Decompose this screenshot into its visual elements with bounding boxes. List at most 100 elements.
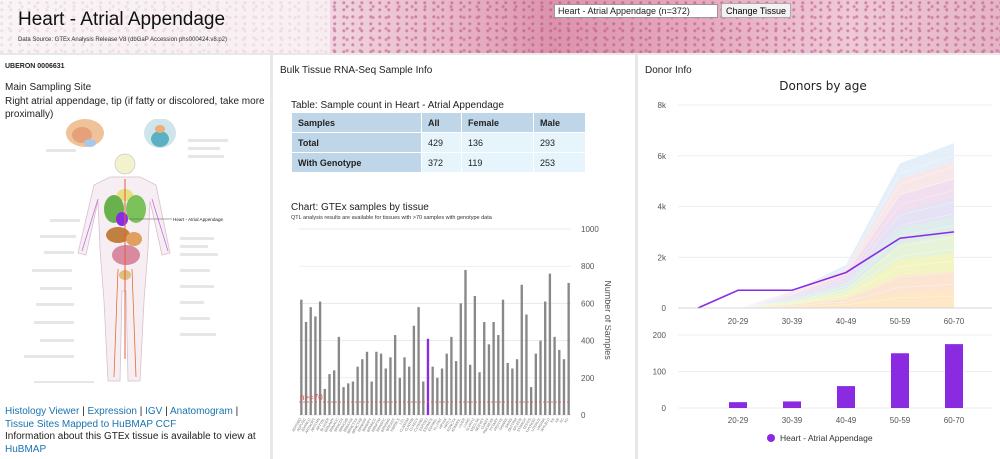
- y-tick-label: 400: [581, 337, 595, 346]
- x-tick-label: LIVER: [458, 417, 467, 428]
- age-bar: [783, 401, 801, 408]
- x-tick-label: 60-70: [944, 317, 965, 326]
- change-tissue-button[interactable]: Change Tissue: [721, 3, 792, 18]
- tissue-bar: [398, 377, 401, 415]
- histology-viewer-link[interactable]: Histology Viewer: [5, 406, 80, 417]
- sample-table-caption: Table: Sample count in Heart - Atrial Ap…: [291, 100, 504, 111]
- tissue-bar: [459, 303, 462, 415]
- x-tick-label: CVXECT: [409, 417, 420, 432]
- table-row: With Genotype 372 119 253: [291, 152, 586, 173]
- anatomogram-highlight-label: Heart - Atrial Appendage: [173, 217, 223, 222]
- expression-link[interactable]: Expression: [87, 406, 137, 417]
- tissue-bar: [445, 353, 448, 415]
- x-tick-label: MSCLSK: [470, 417, 481, 432]
- donors-by-age-chart[interactable]: Donors by age 0 2k 4k 6k 8k 20-29 30-39 40-49 50-…: [638, 73, 1000, 459]
- col-male: Male: [533, 112, 586, 133]
- hubmap-link[interactable]: HuBMAP: [5, 443, 47, 455]
- tissue-bar: [501, 299, 505, 415]
- tissue-bar: [365, 351, 369, 415]
- x-tick-label: BRNAMY: [324, 417, 335, 433]
- threshold-label: n>=70: [300, 393, 323, 402]
- tissue-bar: [497, 335, 500, 415]
- tissue-bar: [483, 322, 486, 415]
- x-tick-label: XC: [559, 417, 565, 424]
- x-tick-label: ADRNLG: [301, 417, 312, 432]
- organs: [81, 179, 169, 378]
- age-bar: [891, 353, 909, 408]
- brain-side-icon: [66, 119, 104, 147]
- x-tick-label: LCL: [399, 417, 406, 425]
- y-tick-label: 800: [581, 262, 595, 271]
- tissue-bar: [431, 366, 434, 415]
- x-tick-label: SLVRYG: [465, 417, 476, 432]
- cell-all: 372: [421, 152, 462, 173]
- y-tick-label: 0: [662, 404, 667, 413]
- tissue-bar: [304, 322, 308, 415]
- x-tick-label: SKINNS: [498, 417, 508, 431]
- tissue-bar: [562, 359, 566, 415]
- x-tick-label: CLNTRN: [404, 417, 415, 432]
- tissue-bar: [408, 366, 411, 415]
- x-tick-label: ADPVSC: [296, 417, 307, 432]
- x-tick-label: BRNCDT: [333, 417, 344, 433]
- tissue-bar: [450, 336, 453, 415]
- x-tick-label: SKINS: [504, 417, 513, 429]
- age-bar: [729, 402, 747, 408]
- tissue-bar: [318, 301, 322, 415]
- tissue-bar: [347, 383, 350, 415]
- x-tick-label: PTTARY: [489, 417, 500, 432]
- tissue-bar: [422, 381, 425, 415]
- y-tick-label: 200: [581, 374, 595, 383]
- donor-info-panel: Donor Info Donors by age 0 2k 4k 6k 8k 20-29 30…: [638, 55, 1000, 459]
- body-outline: [77, 153, 171, 382]
- data-source-note: Data Source: GTEx Analysis Release V8 (d…: [18, 37, 228, 43]
- tissue-bar: [328, 374, 331, 415]
- tissue-bar: [351, 381, 355, 415]
- y-tick-label: 200: [653, 331, 667, 340]
- y-tick-label: 600: [581, 299, 595, 308]
- tissue-bar: [333, 370, 336, 415]
- cell-male: 293: [533, 132, 586, 153]
- donor-chart-title: Donors by age: [779, 79, 866, 93]
- cell-male: 253: [533, 152, 586, 173]
- col-all: All: [421, 112, 462, 133]
- x-tick-label: STMACH: [516, 417, 527, 432]
- x-tick-label: BRNHPT: [362, 417, 373, 432]
- hubmap-info-text: Information about this GTEx tissue is av…: [5, 431, 256, 442]
- x-tick-label: 50-59: [890, 317, 911, 326]
- x-tick-label: BRNHPP: [357, 417, 368, 432]
- igv-link[interactable]: IGV: [145, 406, 163, 417]
- x-tick-label: BREAST: [385, 417, 396, 432]
- tissue-bar: [529, 387, 533, 415]
- tissue-bar: [337, 336, 341, 415]
- x-tick-label: ARTTBL: [315, 418, 325, 432]
- x-tick-label: XD: [564, 417, 570, 424]
- x-tick-label: TESTIS: [522, 417, 532, 430]
- age-bar: [837, 386, 855, 408]
- samples-by-tissue-chart[interactable]: 02004006008001000ADPSBQADPVSCADRNLGARTAO…: [291, 225, 611, 459]
- y-tick-label: 0: [662, 304, 667, 313]
- tissue-chart-title: Chart: GTEx samples by tissue: [291, 202, 429, 213]
- x-tick-label: THYROID: [525, 417, 537, 433]
- tissue-bar: [473, 295, 477, 415]
- sampling-site-description: Right atrial appendage, tip (if fatty or…: [5, 96, 265, 120]
- table-row: Total 429 136 293: [291, 132, 586, 153]
- tissue-links: Histology Viewer | Expression | IGV | An…: [5, 406, 267, 456]
- x-tick-label: 20-29: [728, 317, 749, 326]
- y-tick-label: 4k: [658, 203, 667, 212]
- anatomogram-link[interactable]: Anatomogram: [169, 406, 233, 417]
- tissue-select[interactable]: Heart - Atrial Appendage (n=372): [554, 4, 718, 18]
- x-tick-label: BRNNCC: [366, 417, 377, 433]
- tissue-bar: [440, 368, 444, 415]
- link-separator: |: [165, 406, 168, 417]
- anatomogram-figure[interactable]: Heart - Atrial Appendage: [10, 119, 260, 395]
- tissue-bar: [506, 362, 509, 415]
- hubmap-ccf-link[interactable]: Tissue Sites Mapped to HuBMAP CCF: [5, 418, 177, 430]
- tissue-bar: [534, 353, 537, 415]
- tissue-bar: [393, 335, 397, 415]
- tissue-bar: [379, 353, 383, 415]
- tissue-bar: [464, 269, 467, 415]
- x-tick-label: BRNACC: [329, 417, 340, 432]
- x-tick-label: ESPMSL: [427, 418, 438, 433]
- tissue-bar: [403, 357, 406, 415]
